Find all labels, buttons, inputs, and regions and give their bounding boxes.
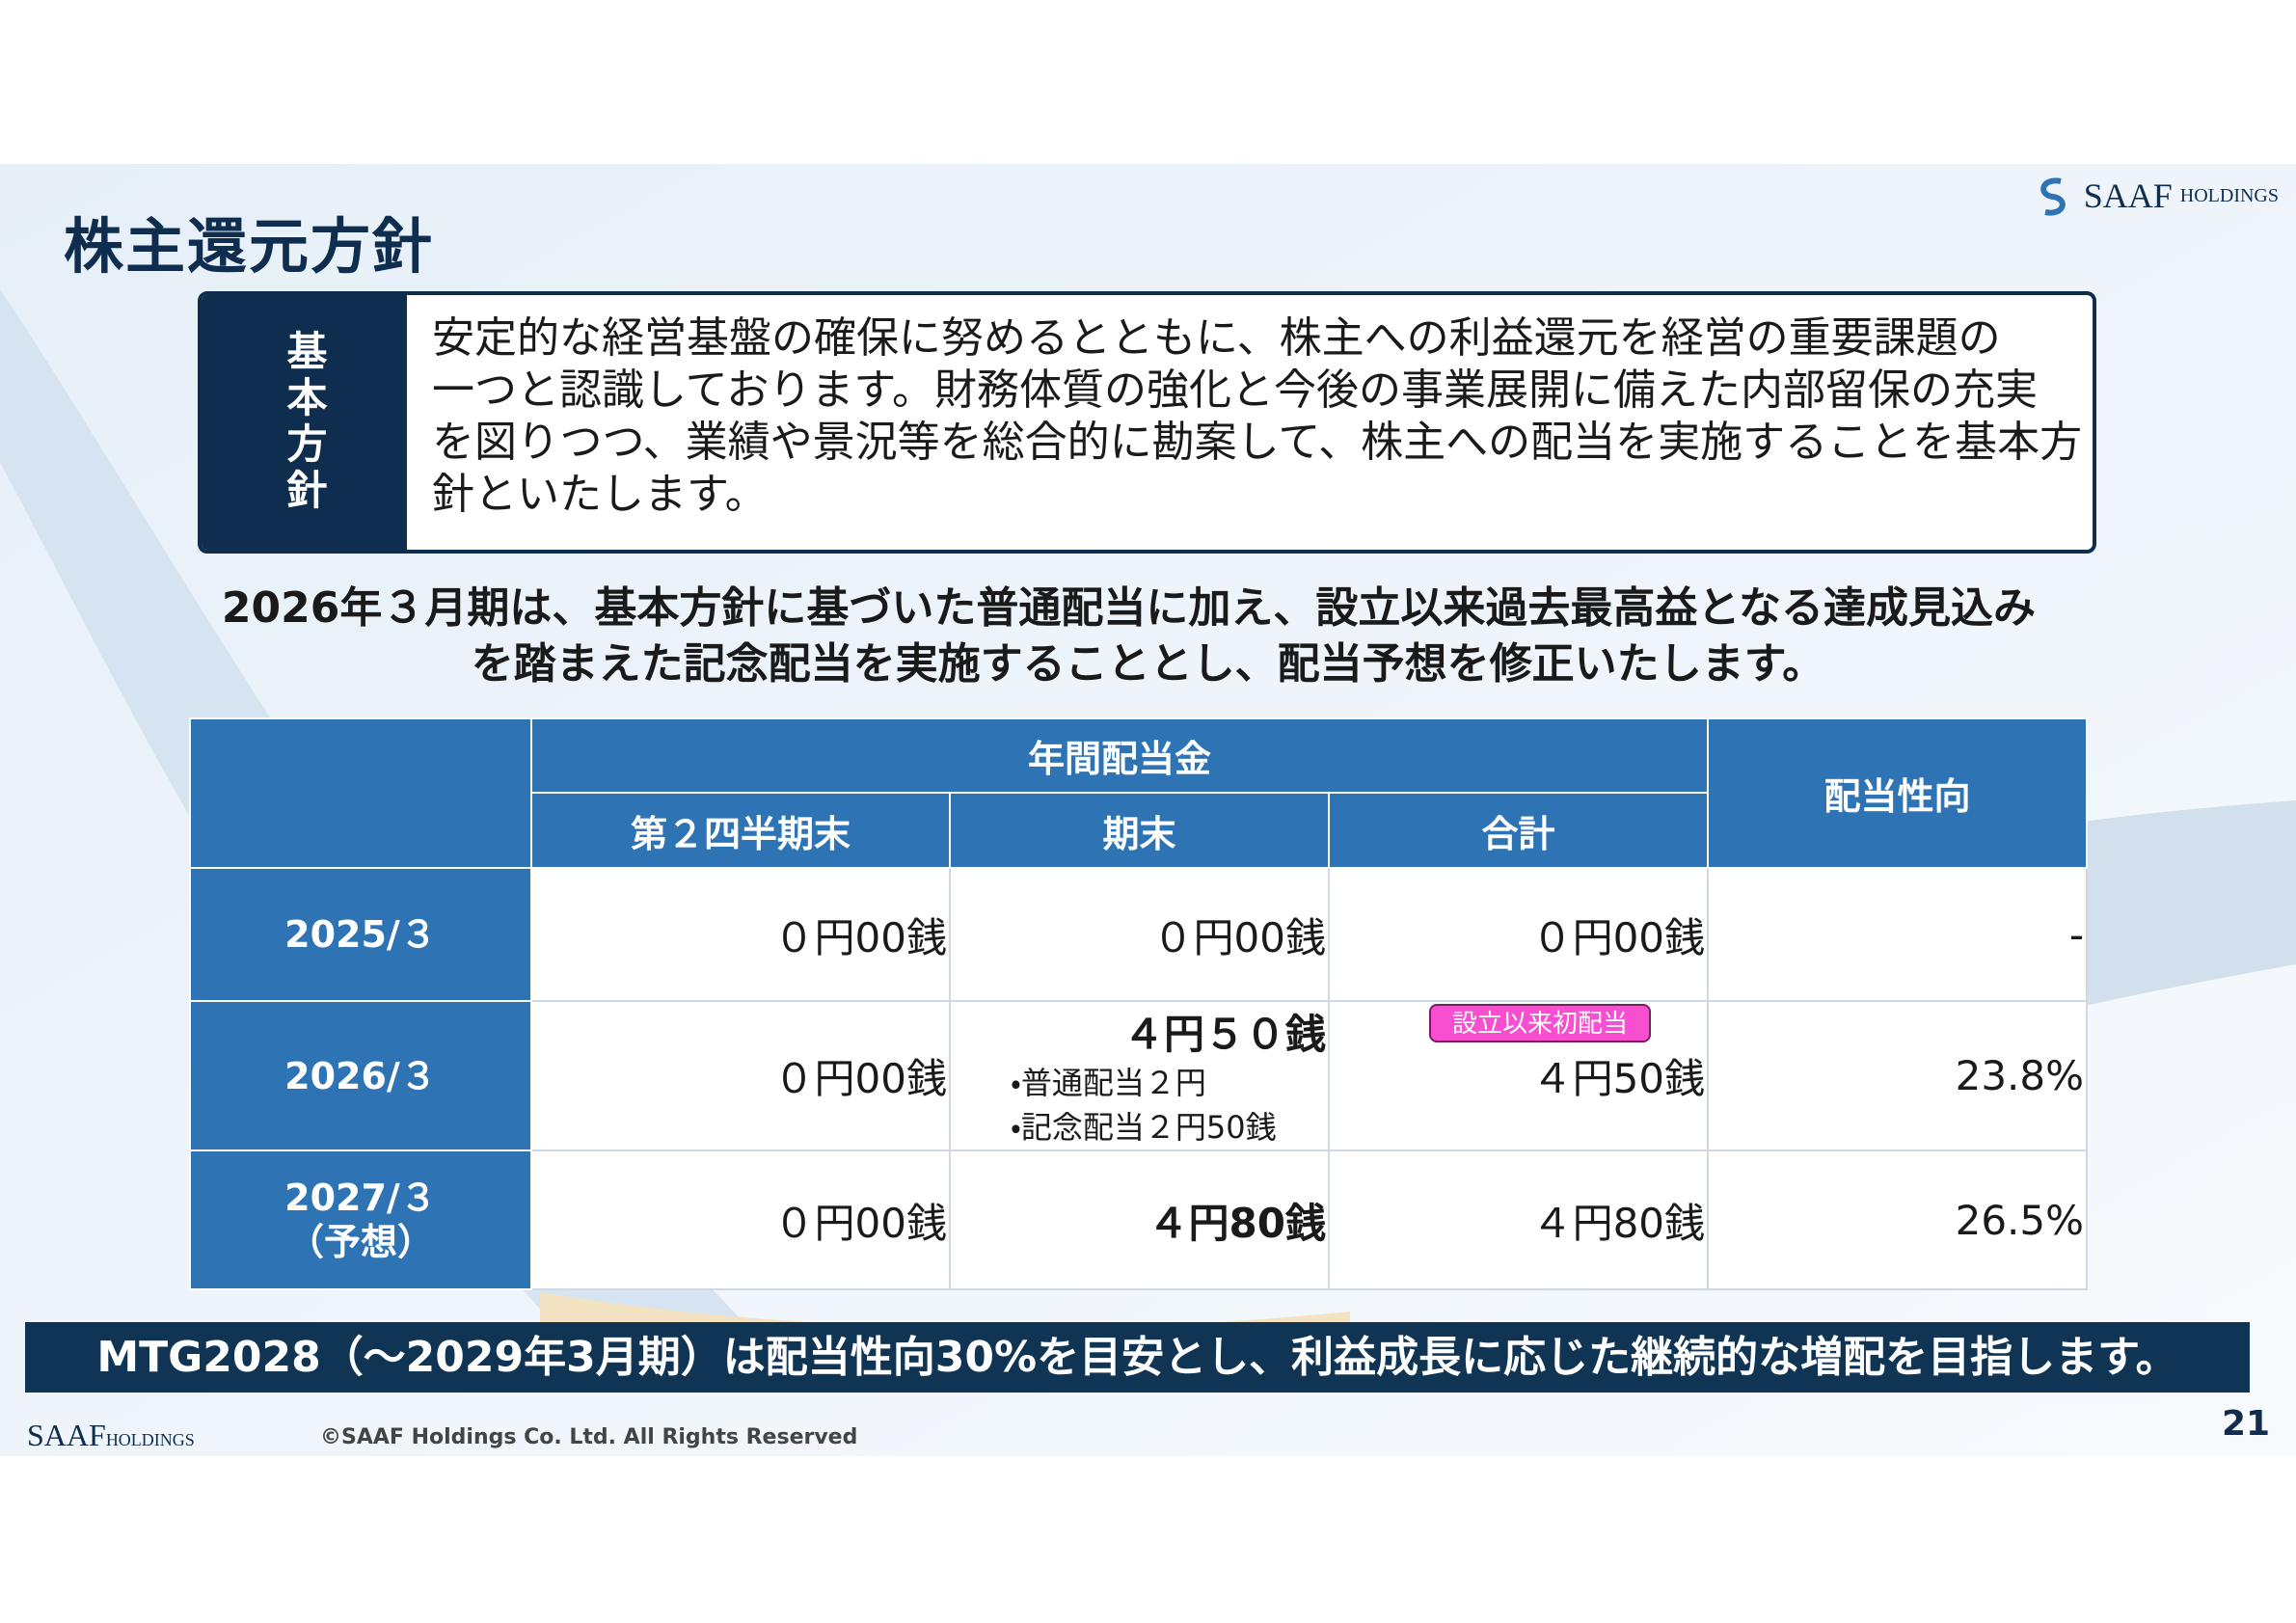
- cell-note: ・普通配当２円: [1011, 1065, 1206, 1101]
- policy-label: 基本方針: [202, 295, 407, 550]
- cell: ４円80銭: [949, 1150, 1330, 1290]
- row-label: 2027/３ （予想）: [189, 1150, 532, 1290]
- cell: ０円00銭: [949, 867, 1330, 1002]
- cell-main: ４円５０銭: [1122, 1011, 1326, 1058]
- cell: ０円00銭: [530, 1150, 951, 1290]
- headline-line: を踏まえた記念配当を実施することとし、配当予想を修正いたします。: [471, 639, 1825, 689]
- headline: 2026年３月期は、基本方針に基づいた普通配当に加え、設立以来過去最高益となる達…: [0, 581, 2296, 692]
- logo-text: SAAF: [27, 1418, 106, 1452]
- label-line: 2027/３: [284, 1177, 437, 1219]
- label-line: 2025/３: [284, 913, 437, 956]
- logo-mark: [2039, 177, 2066, 216]
- cell: 23.8%: [1707, 1000, 2089, 1151]
- row-label: 2025/３: [189, 867, 532, 1002]
- footer-logo: SAAFHOLDINGS: [27, 1418, 195, 1453]
- banner: MTG2028（～2029年3月期）は配当性向30%を目安とし、利益成長に応じた…: [25, 1322, 2250, 1393]
- logo-sub: HOLDINGS: [105, 1430, 195, 1449]
- header-cell: 期末: [949, 792, 1330, 869]
- cell: ０円00銭: [530, 867, 951, 1002]
- cell: -: [1707, 867, 2089, 1002]
- header-cell: 合計: [1327, 792, 1710, 869]
- dividend-table: 年間配当金 配当性向 第２四半期末 期末 合計 2025/３ ０円00銭 ０円0…: [189, 717, 2089, 1290]
- text-line: 一つと認識しております。財務体質の強化と今後の事業展開に備えた内部留保の充実: [432, 365, 2038, 415]
- cell: ０円00銭: [530, 1000, 951, 1151]
- backdrop: [0, 1456, 2296, 1623]
- text-line: 安定的な経営基盤の確保に努めるとともに、株主への利益還元を経営の重要課題の: [432, 313, 2001, 363]
- headline-line: 2026年３月期は、基本方針に基づいた普通配当に加え、設立以来過去最高益となる達…: [221, 583, 2037, 633]
- copyright: ©SAAF Holdings Co. Ltd. All Rights Reser…: [320, 1425, 858, 1449]
- text-line: を図りつつ、業績や景況等を総合的に勘案して、株主への配当を実施することを基本方: [432, 418, 2083, 467]
- policy-text: 安定的な経営基盤の確保に努めるとともに、株主への利益還元を経営の重要課題の 一つ…: [407, 295, 2082, 550]
- text-line: 針といたします。: [432, 470, 768, 519]
- logo-text: SAAF: [2083, 176, 2173, 215]
- header-cell: 年間配当金: [529, 717, 1710, 794]
- cell: ４円５０銭 ・普通配当２円 ・記念配当２円50銭: [949, 1000, 1330, 1151]
- row-label: 2026/３: [189, 1000, 532, 1151]
- badge: 設立以来初配当: [1429, 1004, 1651, 1042]
- header-cell: 配当性向: [1707, 717, 2089, 869]
- title: 株主還元方針: [64, 211, 435, 282]
- label-line: （予想）: [286, 1221, 434, 1263]
- header-cell: 第２四半期末: [530, 792, 951, 869]
- logo: SAAF HOLDINGS: [2032, 174, 2279, 218]
- label-line: 2026/３: [284, 1054, 437, 1097]
- page-number: 21: [2222, 1404, 2271, 1444]
- logo-sub: HOLDINGS: [2179, 184, 2279, 206]
- cell: ０円00銭: [1327, 867, 1710, 1002]
- policy-box: 基本方針 安定的な経営基盤の確保に努めるとともに、株主への利益還元を経営の重要課…: [198, 291, 2096, 554]
- cell-note: ・記念配当２円50銭: [1011, 1109, 1277, 1146]
- cell: 26.5%: [1707, 1150, 2089, 1290]
- cell: ４円80銭: [1327, 1150, 1710, 1290]
- corner-cell: [189, 717, 532, 869]
